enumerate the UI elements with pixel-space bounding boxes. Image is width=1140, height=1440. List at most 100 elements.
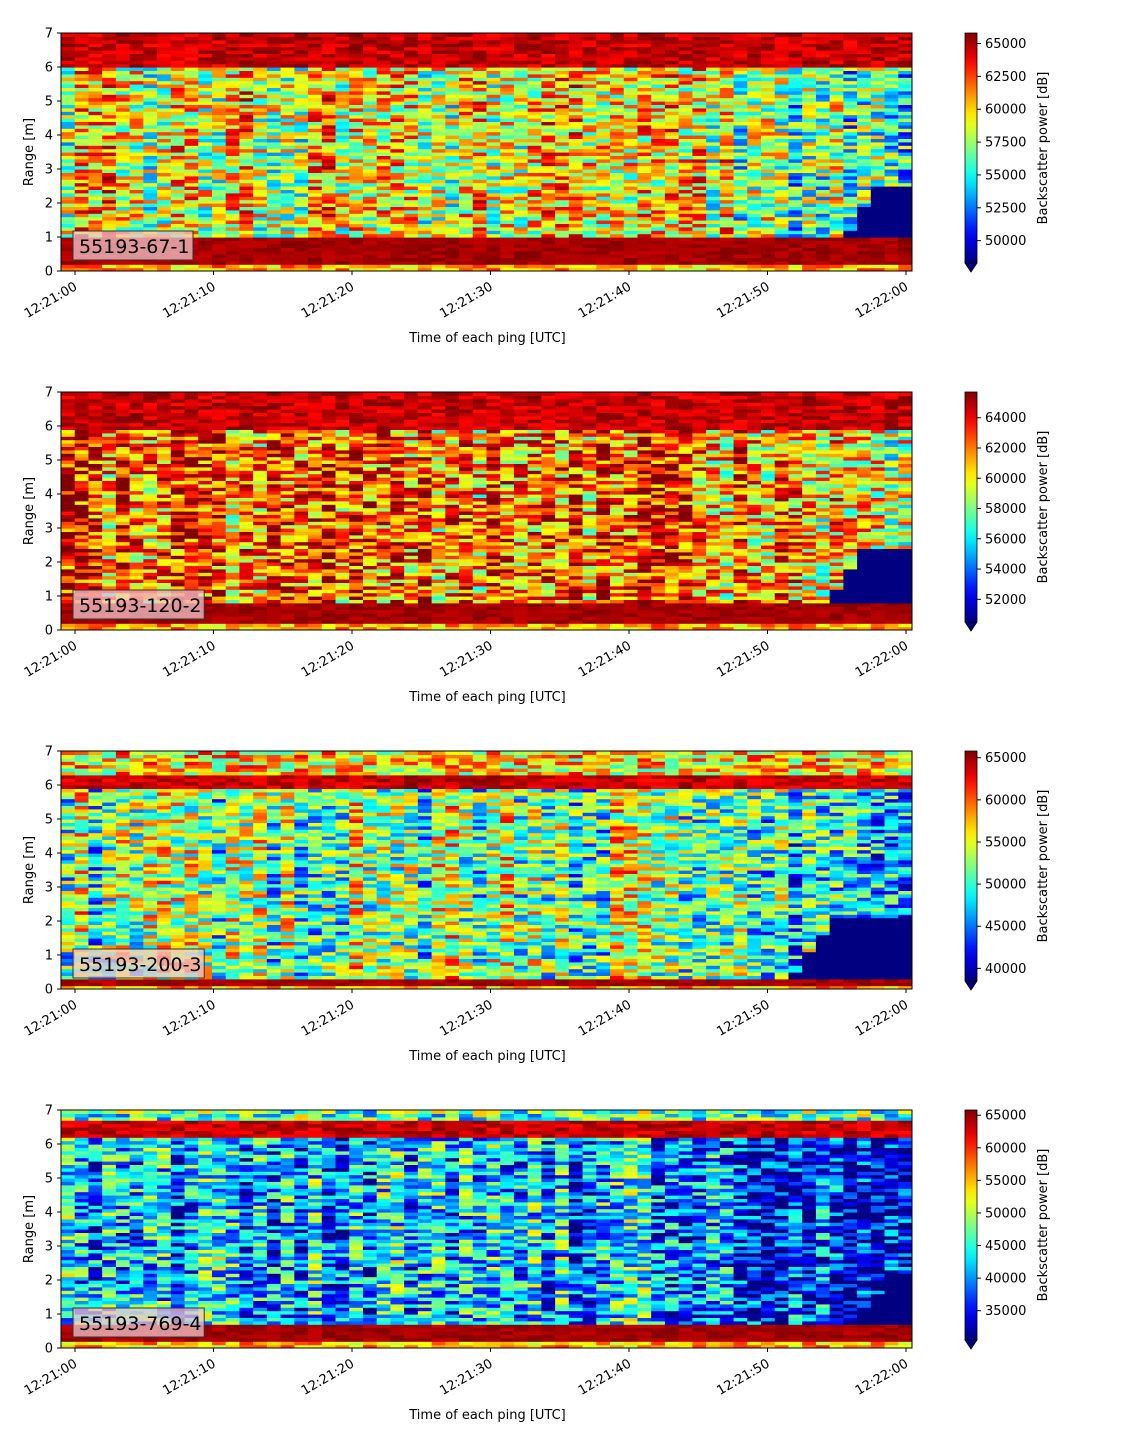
x-tick-label: 12:21:20 — [299, 1356, 357, 1398]
y-tick-label: 5 — [45, 454, 53, 469]
colorbar: 52000540005600058000600006200064000Backs… — [965, 392, 1051, 631]
x-tick-label: 12:22:00 — [853, 279, 911, 321]
x-tick-label: 12:21:10 — [160, 279, 218, 321]
colorbar-tick-label: 45000 — [985, 920, 1026, 935]
colorbar-tick-label: 40000 — [985, 1272, 1026, 1287]
y-tick-label: 4 — [45, 1206, 53, 1221]
x-tick-label: 12:21:40 — [576, 1356, 634, 1398]
colorbar-tick-label: 60000 — [985, 1141, 1026, 1156]
colorbar-gradient — [965, 33, 977, 263]
y-tick-label: 7 — [45, 27, 53, 42]
x-axis-label: Time of each ping [UTC] — [408, 1049, 566, 1064]
y-tick-label: 2 — [45, 1274, 53, 1289]
colorbar-tick-label: 54000 — [985, 563, 1026, 578]
y-tick-label: 5 — [45, 95, 53, 110]
panel-label: 55193-200-3 — [79, 954, 202, 976]
colorbar-tick-label: 52000 — [985, 593, 1026, 608]
colorbar-label: Backscatter power [dB] — [1036, 790, 1051, 943]
colorbar-tick-label: 60000 — [985, 103, 1026, 118]
x-tick-label: 12:21:50 — [714, 1356, 772, 1398]
y-tick-label: 3 — [45, 881, 53, 896]
colorbar-extend-triangle — [965, 263, 977, 272]
y-axis-label: Range [m] — [22, 836, 37, 904]
colorbar-tick-label: 57500 — [985, 136, 1026, 151]
colorbar-extend-triangle — [965, 981, 977, 990]
colorbar-tick-label: 50000 — [985, 878, 1026, 893]
colorbar-tick-label: 56000 — [985, 532, 1026, 547]
y-tick-label: 6 — [45, 420, 53, 435]
colorbar-tick-label: 40000 — [985, 962, 1026, 977]
x-tick-label: 12:21:00 — [22, 997, 80, 1039]
y-tick-label: 4 — [45, 129, 53, 144]
x-tick-label: 12:21:10 — [160, 997, 218, 1039]
x-axis-label: Time of each ping [UTC] — [408, 1408, 566, 1423]
y-tick-label: 3 — [45, 1240, 53, 1255]
colorbar-tick-label: 55000 — [985, 1174, 1026, 1189]
y-tick-label: 7 — [45, 386, 53, 401]
y-tick-label: 1 — [45, 590, 53, 605]
colorbar-extend-triangle — [965, 622, 977, 631]
x-tick-label: 12:21:10 — [160, 1356, 218, 1398]
x-tick-label: 12:21:50 — [714, 638, 772, 680]
y-tick-label: 7 — [45, 1104, 53, 1119]
y-tick-label: 6 — [45, 61, 53, 76]
x-tick-label: 12:21:30 — [437, 997, 495, 1039]
x-tick-label: 12:21:50 — [714, 997, 772, 1039]
x-tick-label: 12:21:00 — [22, 1356, 80, 1398]
y-tick-label: 5 — [45, 813, 53, 828]
colorbar-tick-label: 62000 — [985, 441, 1026, 456]
x-tick-label: 12:21:30 — [437, 279, 495, 321]
y-axis-label: Range [m] — [22, 118, 37, 186]
colorbar-tick-label: 55000 — [985, 835, 1026, 850]
y-tick-label: 4 — [45, 488, 53, 503]
x-axis-label: Time of each ping [UTC] — [408, 690, 566, 705]
y-tick-label: 1 — [45, 231, 53, 246]
colorbar-tick-label: 35000 — [985, 1304, 1026, 1319]
panel-1: 0 1 2 3 4 5 6 7 12:21:00 12:21:10 12:21:20 12:21:30… — [22, 27, 1051, 347]
x-tick-label: 12:22:00 — [853, 1356, 911, 1398]
colorbar: 35000400004500050000550006000065000Backs… — [965, 1109, 1051, 1349]
colorbar-gradient — [965, 1110, 977, 1340]
colorbar-label: Backscatter power [dB] — [1036, 1149, 1051, 1302]
y-tick-label: 0 — [45, 983, 53, 998]
colorbar-tick-label: 62500 — [985, 70, 1026, 85]
colorbar-tick-label: 65000 — [985, 751, 1026, 766]
y-axis-label: Range [m] — [22, 1195, 37, 1263]
colorbar-tick-label: 55000 — [985, 168, 1026, 183]
panel-label: 55193-769-4 — [79, 1313, 202, 1335]
colorbar-gradient — [965, 751, 977, 981]
y-tick-label: 6 — [45, 1138, 53, 1153]
y-tick-label: 2 — [45, 197, 53, 212]
colorbar-tick-label: 64000 — [985, 411, 1026, 426]
x-tick-label: 12:21:00 — [22, 279, 80, 321]
x-tick-label: 12:22:00 — [853, 997, 911, 1039]
colorbar-tick-label: 65000 — [985, 37, 1026, 52]
y-axis-label: Range [m] — [22, 477, 37, 545]
x-axis-label: Time of each ping [UTC] — [408, 331, 566, 346]
colorbar-tick-label: 45000 — [985, 1239, 1026, 1254]
x-tick-label: 12:22:00 — [853, 638, 911, 680]
y-tick-label: 1 — [45, 949, 53, 964]
colorbar-tick-label: 60000 — [985, 793, 1026, 808]
y-tick-label: 0 — [45, 624, 53, 639]
colorbar-tick-label: 52500 — [985, 201, 1026, 216]
colorbar-gradient — [965, 392, 977, 622]
panel-label: 55193-67-1 — [79, 236, 189, 258]
colorbar: 40000 45000 50000 55000 60000 65000 Backscatte… — [965, 751, 1051, 990]
colorbar-extend-triangle — [965, 1340, 977, 1349]
y-tick-label: 3 — [45, 163, 53, 178]
colorbar-tick-label: 58000 — [985, 502, 1026, 517]
y-tick-label: 2 — [45, 915, 53, 930]
y-tick-label: 5 — [45, 1172, 53, 1187]
y-tick-label: 0 — [45, 1342, 53, 1357]
x-tick-label: 12:21:50 — [714, 279, 772, 321]
x-tick-label: 12:21:20 — [299, 279, 357, 321]
colorbar-label: Backscatter power [dB] — [1036, 431, 1051, 584]
x-tick-label: 12:21:10 — [160, 638, 218, 680]
y-tick-label: 0 — [45, 265, 53, 280]
